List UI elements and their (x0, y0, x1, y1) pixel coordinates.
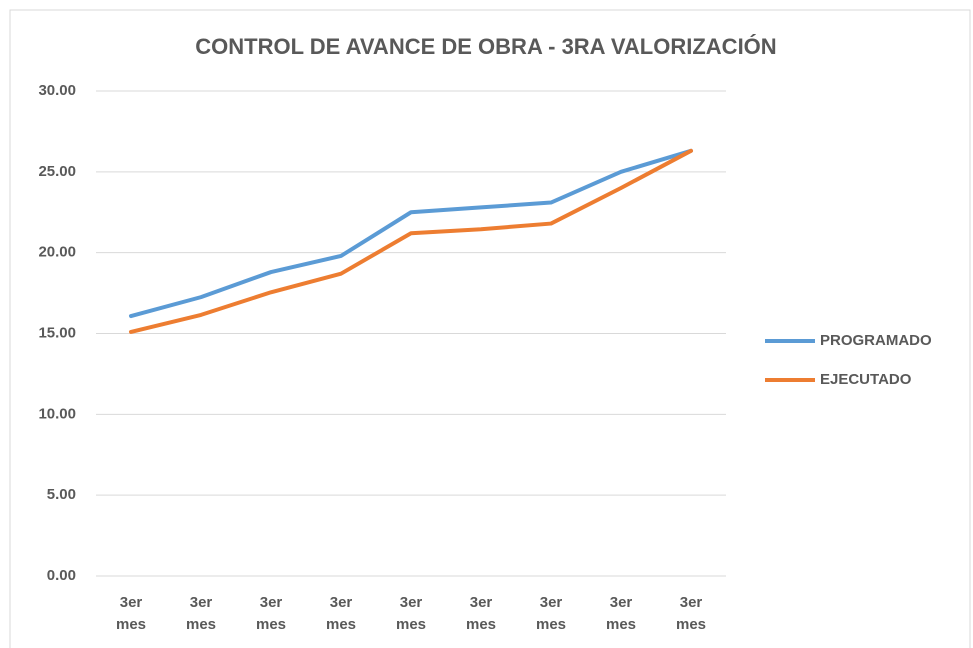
y-tick-label: 15.00 (38, 324, 76, 341)
series-line (129, 148, 693, 334)
y-tick-label: 30.00 (38, 82, 76, 99)
legend-label: PROGRAMADO (820, 332, 932, 349)
x-tick-label: 3er mes (115, 594, 147, 633)
x-tick-label: 3er mes (255, 594, 287, 633)
x-tick-label: 3er mes (675, 594, 707, 633)
y-tick-label: 5.00 (47, 486, 76, 503)
y-tick-label: 20.00 (38, 244, 76, 261)
x-tick-label: 3er mes (535, 594, 567, 633)
x-tick-label: 3er mes (185, 594, 217, 633)
chart-frame (9, 9, 971, 648)
y-tick-label: 0.00 (47, 567, 76, 584)
y-tick-label: 10.00 (38, 405, 76, 422)
x-tick-label: 3er mes (325, 594, 357, 633)
x-tick-label: 3er mes (465, 594, 497, 633)
chart-title: CONTROL DE AVANCE DE OBRA - 3RA VALORIZA… (195, 34, 776, 59)
y-tick-label: 25.00 (38, 163, 76, 180)
legend-label: EJECUTADO (820, 371, 912, 388)
x-tick-label: 3er mes (605, 594, 637, 633)
x-tick-label: 3er mes (395, 594, 427, 633)
series-line (129, 148, 693, 319)
